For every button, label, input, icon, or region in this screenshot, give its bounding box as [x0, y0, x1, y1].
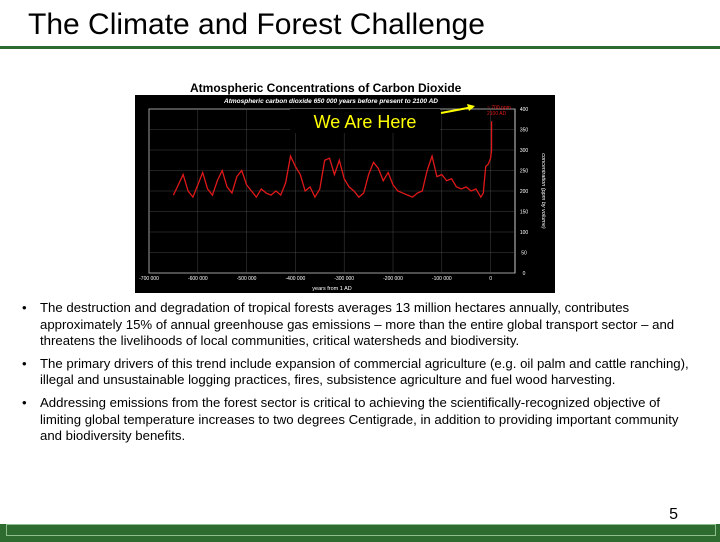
x-tick-label: -600 000 [188, 276, 208, 282]
bullet-marker: • [22, 394, 27, 410]
bullet-text: Addressing emissions from the forest sec… [40, 394, 679, 444]
x-axis-ticks: -700 000 -600 000 -500 000 -400 000 -300 000… [139, 276, 492, 282]
co2-series-line [172, 121, 493, 199]
we-are-here-annotation: We Are Here [314, 112, 417, 132]
x-tick-label: -200 000 [383, 276, 403, 282]
bullet-item: • The destruction and degradation of trop… [20, 300, 700, 350]
slide-title: The Climate and Forest Challenge [28, 8, 485, 41]
x-tick-label: -300 000 [334, 276, 354, 282]
bullet-list: • The destruction and degradation of trop… [20, 300, 700, 451]
bullet-text: The primary drivers of this trend includ… [40, 355, 689, 388]
chart-inner-title: Atmospheric carbon dioxide 650 000 years… [223, 98, 438, 105]
title-divider [0, 46, 720, 49]
y-tick-label: 0 [523, 271, 526, 277]
y-axis-label: concentration (ppm by volume) [540, 153, 546, 229]
annotation-arrow [440, 106, 474, 114]
x-tick-label: -400 000 [286, 276, 306, 282]
x-axis-label: years from 1 AD [312, 286, 351, 292]
y-tick-label: 400 [520, 107, 529, 113]
y-tick-label: 350 [520, 128, 529, 134]
y-tick-label: 100 [520, 230, 529, 236]
bullet-text: The destruction and degradation of tropi… [40, 300, 675, 349]
bullet-marker: • [22, 355, 27, 371]
page-number: 5 [669, 506, 678, 523]
bullet-item: • Addressing emissions from the forest se… [20, 395, 700, 445]
bullet-item: • The primary drivers of this trend inclu… [20, 356, 700, 389]
y-tick-label: 200 [520, 189, 529, 195]
x-tick-label: 0 [489, 276, 492, 282]
y-tick-label: 300 [520, 148, 529, 154]
legend-year: 2100 AD [487, 111, 507, 117]
x-tick-label: -700 000 [139, 276, 159, 282]
co2-chart: -700 000 -600 000 -500 000 -400 000 -300 000… [135, 95, 555, 293]
annotation-arrowhead [467, 104, 475, 111]
annotation-box [290, 109, 440, 133]
y-axis-ticks: 400 350 300 250 200 150 100 50 0 [520, 107, 529, 277]
x-tick-label: -100 000 [432, 276, 452, 282]
y-tick-label: 50 [521, 251, 527, 257]
y-tick-label: 250 [520, 169, 529, 175]
footer-inner-band [6, 524, 716, 536]
x-tick-label: -500 000 [237, 276, 257, 282]
chart-caption: Atmospheric Concentrations of Carbon Dio… [190, 81, 462, 95]
bullet-marker: • [22, 300, 27, 315]
y-tick-label: 150 [520, 210, 529, 216]
legend-ppm: ~ 700 ppm [487, 105, 511, 111]
